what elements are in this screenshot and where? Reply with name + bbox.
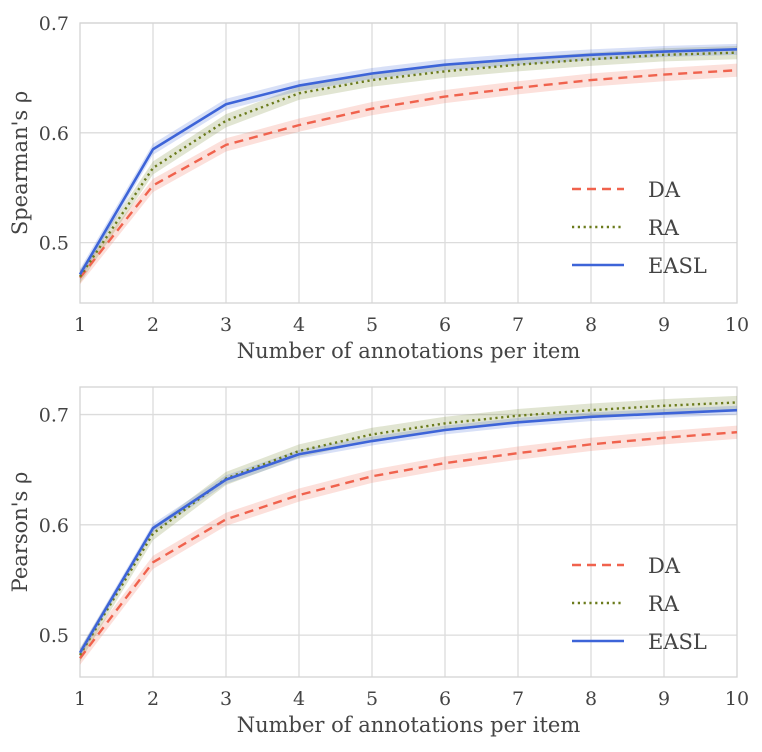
legend: DA RA EASL [572, 178, 707, 278]
x-tick-label: 1 [74, 314, 86, 336]
x-tick-label: 9 [658, 314, 670, 336]
x-tick-label: 9 [658, 688, 670, 710]
series-line-ra [78, 401, 738, 656]
x-tick-label: 8 [585, 314, 597, 336]
x-tick-label: 1 [74, 688, 86, 710]
x-tick-label: 5 [366, 314, 378, 336]
x-tick-label: 7 [512, 314, 524, 336]
plot-frame [79, 386, 738, 678]
y-tick-label: 0.5 [39, 625, 69, 647]
y-tick-label: 0.7 [39, 13, 69, 35]
x-tick-label: 4 [293, 688, 305, 710]
x-tick-label: 6 [439, 688, 451, 710]
legend-label-easl: EASL [648, 254, 707, 278]
y-axis-label: Pearson's ρ [8, 472, 32, 593]
series-band-da [80, 63, 737, 285]
x-tick-label: 10 [725, 688, 749, 710]
x-tick-label: 3 [220, 314, 232, 336]
x-tick-label: 8 [585, 688, 597, 710]
series-line-da [79, 431, 738, 659]
y-axis-label: Spearman's ρ [8, 91, 32, 235]
legend-label-ra: RA [648, 592, 680, 616]
legend-label-easl: EASL [648, 630, 707, 654]
pearson-panel: 1 2 3 4 5 6 7 8 9 10 0.5 0.6 0.7 Number of annotation… [8, 386, 749, 737]
plot-frame [79, 22, 738, 304]
x-tick-label: 6 [439, 314, 451, 336]
x-tick-label: 7 [512, 688, 524, 710]
series-line-ra [79, 51, 738, 278]
legend-label-da: DA [648, 178, 681, 202]
x-tick-label: 3 [220, 688, 232, 710]
y-tick-label: 0.7 [39, 405, 69, 427]
x-tick-label: 4 [293, 314, 305, 336]
x-tick-label: 2 [147, 688, 159, 710]
y-tick-label: 0.6 [39, 515, 69, 537]
series-band-easl [80, 43, 737, 280]
legend: DA RA EASL [572, 554, 707, 654]
x-tick-label: 10 [725, 314, 749, 336]
series-line-easl [78, 48, 738, 276]
y-tick-label: 0.6 [39, 123, 69, 145]
x-axis-label: Number of annotations per item [237, 339, 581, 363]
x-tick-label: 5 [366, 688, 378, 710]
legend-label-ra: RA [648, 216, 680, 240]
legend-label-da: DA [648, 554, 681, 578]
series-line-easl [78, 408, 738, 654]
series-band-da [80, 425, 737, 665]
x-tick-label: 2 [147, 314, 159, 336]
y-tick-label: 0.5 [39, 233, 69, 255]
x-axis-label: Number of annotations per item [237, 713, 581, 737]
spearman-panel: 1 2 3 4 5 6 7 8 9 10 0.5 0.6 0.7 Number of annotation… [8, 13, 749, 363]
